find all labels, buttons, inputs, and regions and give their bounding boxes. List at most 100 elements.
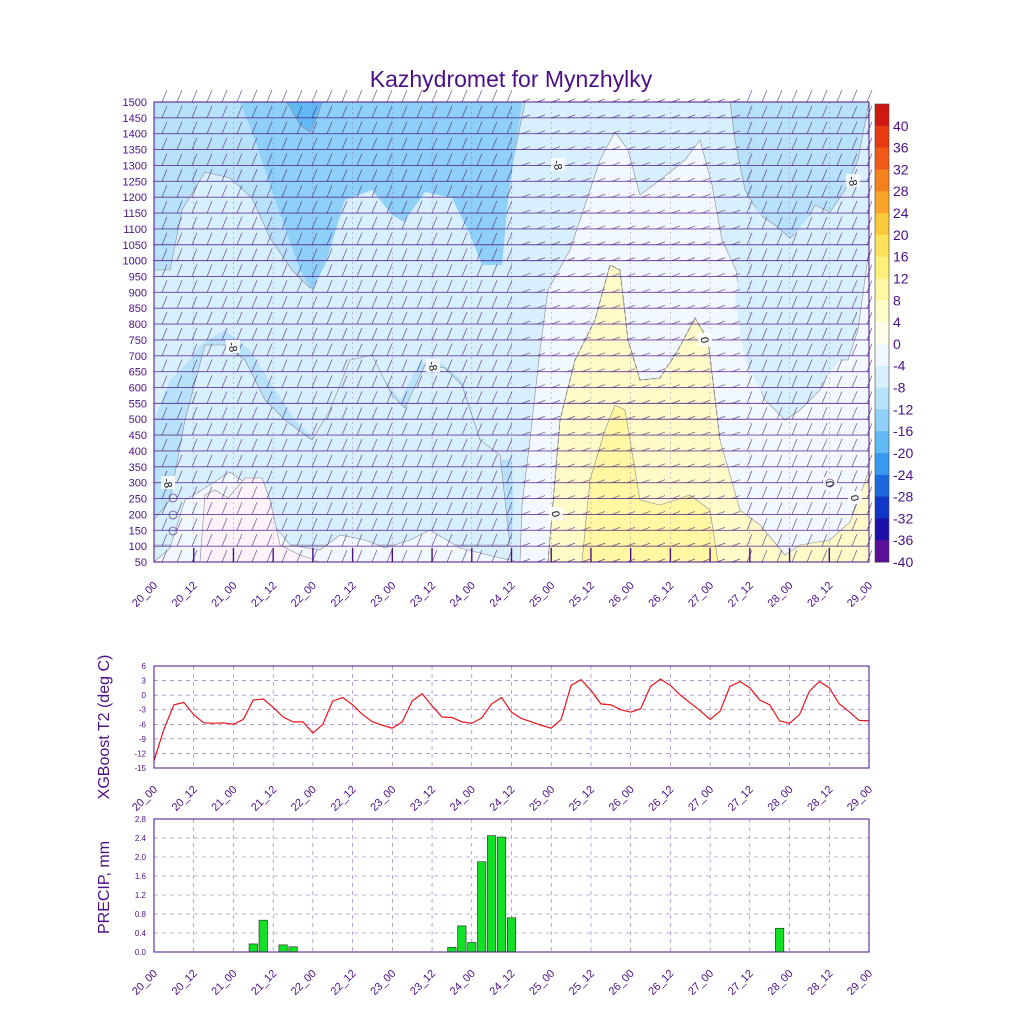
wind-barb [161, 327, 168, 341]
wind-barb [446, 486, 453, 499]
wind-barb [431, 343, 438, 356]
wind-barb [701, 177, 711, 182]
wind-barb [731, 289, 741, 293]
wind-barb [311, 232, 318, 245]
wind-barb [356, 200, 363, 214]
wind-barb [806, 280, 813, 293]
wind-barb [476, 200, 483, 214]
wind-barb [536, 542, 546, 547]
wind-barb [416, 407, 423, 420]
precip-xtick-label: 28_00 [766, 968, 796, 998]
wind-barb [446, 248, 453, 261]
wind-barb [266, 422, 273, 436]
wind-barb [161, 391, 168, 404]
wind-barb [176, 438, 183, 452]
wind-barb [521, 193, 531, 198]
wind-barb [281, 438, 288, 452]
wind-barb [626, 289, 636, 293]
wind-barb [176, 534, 183, 547]
wind-barb [266, 89, 273, 103]
t2-ytick-label: 0 [142, 691, 147, 700]
wind-barb [356, 169, 363, 182]
wind-barb [776, 264, 783, 277]
wind-barb [296, 486, 303, 499]
wind-barb [221, 359, 228, 372]
wind-barb [506, 169, 513, 182]
wind-barb [626, 114, 636, 119]
wind-barb [701, 130, 711, 135]
wind-barb [851, 232, 858, 245]
wind-barb [191, 518, 198, 531]
wind-barb [731, 368, 741, 372]
wind-barb [401, 105, 408, 118]
wind-barb [176, 121, 183, 134]
wind-barb [206, 391, 213, 404]
wind-barb [401, 470, 408, 483]
wind-barb [386, 375, 393, 388]
wind-barb [536, 320, 546, 325]
wind-barb [401, 486, 408, 499]
wind-barb [851, 343, 858, 356]
precip-bar [457, 925, 467, 953]
wind-barb [821, 470, 828, 483]
wind-barb [311, 327, 318, 341]
wind-barb [371, 438, 378, 452]
wind-barb [236, 105, 243, 118]
wind-barb [626, 431, 636, 436]
wind-barb [521, 511, 531, 515]
wind-barb [371, 89, 378, 103]
wind-barb [161, 200, 168, 214]
wind-barb [371, 248, 378, 261]
cross-ytick-label: 1400 [123, 129, 147, 141]
wind-barb [371, 549, 378, 563]
wind-barb [716, 431, 726, 436]
wind-barb [356, 391, 363, 404]
cross-xtick-label: 21_00 [209, 580, 239, 610]
wind-barb [836, 343, 843, 356]
wind-barb [176, 280, 183, 293]
wind-barb [806, 534, 813, 547]
wind-barb [401, 327, 408, 341]
wind-barb [641, 193, 651, 198]
wind-barb [776, 534, 783, 547]
precip-ytick-label: 2.4 [135, 834, 147, 843]
wind-barb [761, 486, 768, 499]
wind-barb [296, 454, 303, 467]
precip-xtick-label: 22_12 [329, 968, 359, 998]
wind-barb [626, 336, 636, 341]
wind-barb [491, 454, 498, 467]
wind-barb [161, 232, 168, 245]
wind-barb [731, 241, 741, 246]
wind-barb [716, 511, 726, 515]
contour-label: -8 [550, 159, 564, 171]
wind-barb [221, 264, 228, 277]
wind-barb [266, 486, 273, 499]
wind-barb [311, 518, 318, 531]
wind-barb [506, 343, 513, 356]
wind-barb [551, 193, 561, 198]
wind-barb [551, 209, 561, 214]
wind-barb [446, 470, 453, 483]
wind-barb [806, 248, 813, 261]
wind-barb [221, 248, 228, 261]
cross-xtick-label: 22_12 [329, 580, 359, 610]
wind-barb [626, 384, 636, 388]
wind-barb [566, 225, 576, 230]
wind-barb [356, 422, 363, 436]
wind-barb [551, 241, 561, 246]
calm-wind-marker [168, 526, 178, 536]
wind-barb [776, 169, 783, 182]
wind-barb [521, 431, 531, 436]
wind-barb [401, 89, 408, 103]
wind-barb [746, 407, 753, 420]
wind-barb [476, 232, 483, 245]
wind-barb [221, 137, 228, 150]
wind-barb [476, 216, 483, 230]
wind-barb [581, 162, 591, 166]
wind-barb [701, 542, 711, 547]
wind-barb [386, 232, 393, 245]
wind-barb [596, 146, 606, 150]
wind-barb [536, 511, 546, 515]
wind-barb [401, 422, 408, 436]
wind-barb [266, 518, 273, 531]
